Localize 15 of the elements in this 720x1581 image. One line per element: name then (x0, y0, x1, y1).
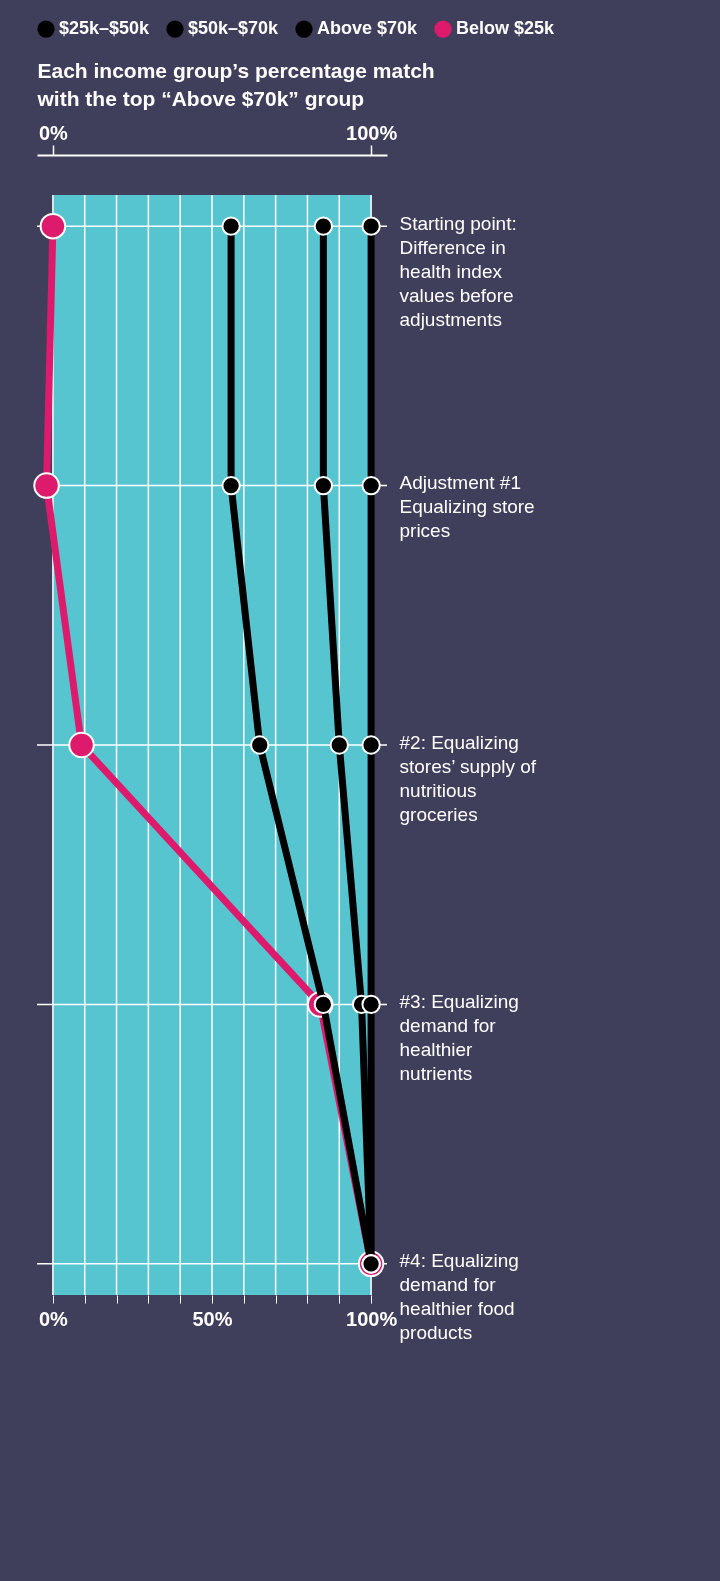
legend-label: $25k–$50k (59, 18, 151, 39)
x-tick-label: 50% (192, 1307, 233, 1330)
x-tick-label: 100% (346, 1307, 398, 1330)
y-tick-label: #4: Equalizing demand for healthier food products (399, 1250, 519, 1344)
y-tick-label: #2: Equalizing stores’ supply of nutritious groceries (399, 731, 537, 825)
y-tick-label: #3: Equalizing demand for healthier nutrients (399, 990, 519, 1084)
y-tick-label: Starting point: Difference in health index values before adjustments (399, 212, 517, 330)
legend-label: Above $70k (317, 18, 419, 39)
x2-tick-label: 0% (38, 121, 69, 144)
x2-axis-title: Each income group’s percentage match with the top “Above $70k” group (36, 58, 435, 110)
legend-label: Below $25k (456, 18, 556, 39)
x2-tick-label: 100% (346, 121, 398, 144)
x-tick-label: 0% (38, 1307, 69, 1330)
y-tick-label: Adjustment #1 Equalizing store prices (399, 472, 535, 542)
legend-label: $50k–$70k (188, 18, 280, 39)
